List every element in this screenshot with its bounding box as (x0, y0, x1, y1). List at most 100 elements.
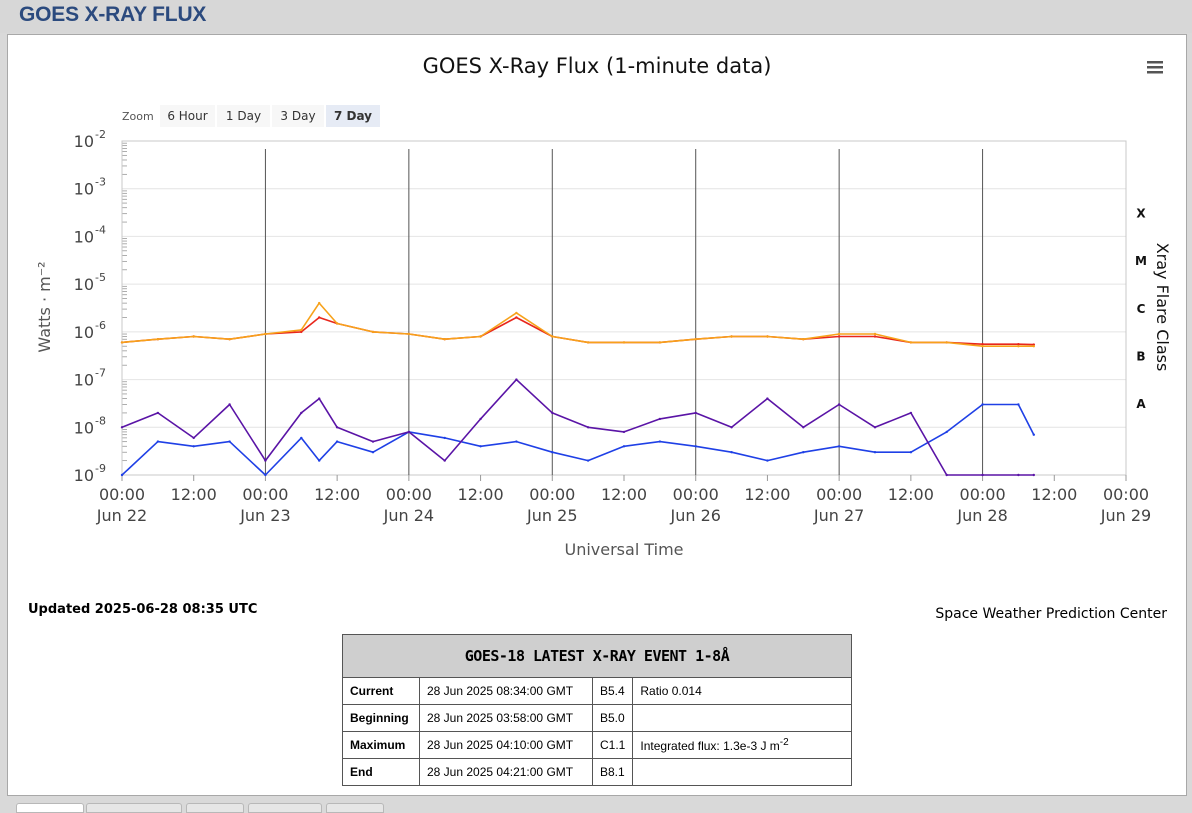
data-point (1017, 403, 1020, 406)
zoom-button-3-day[interactable]: 3 Day (272, 105, 324, 127)
bottom-tab[interactable] (326, 803, 384, 813)
data-point (551, 451, 554, 454)
data-point (264, 332, 267, 336)
data-point (586, 459, 590, 462)
y-tick-label: 10 -4 (74, 223, 106, 246)
data-point (802, 426, 805, 429)
data-point (300, 411, 303, 415)
svg-text:-3: -3 (95, 176, 106, 189)
data-point (945, 430, 948, 434)
bottom-tab[interactable] (16, 803, 84, 813)
data-point (551, 411, 554, 415)
data-point (192, 335, 195, 338)
data-point (802, 451, 805, 454)
data-point (802, 338, 805, 341)
data-point (730, 426, 733, 429)
x-tick-time: 12:00 (888, 485, 934, 504)
y2-axis-label: Xray Flare Class (1153, 243, 1172, 372)
event-row-label: Beginning (342, 704, 420, 732)
x-tick-date: Jun 25 (526, 506, 577, 525)
data-point (873, 426, 877, 429)
svg-text:10: 10 (74, 418, 94, 437)
zoom-button-6-hour[interactable]: 6 Hour (160, 105, 215, 127)
x-tick-time: 12:00 (601, 485, 647, 504)
x-tick-date: Jun 26 (669, 506, 720, 525)
data-point (981, 403, 984, 406)
svg-text:10: 10 (74, 275, 94, 294)
event-class: B5.4 (591, 677, 634, 705)
svg-text:-8: -8 (95, 414, 106, 427)
data-point (837, 335, 841, 338)
data-point (443, 338, 446, 341)
x-tick-time: 12:00 (744, 485, 790, 504)
data-point (120, 473, 124, 477)
zoom-button-label: 6 Hour (167, 109, 207, 123)
flare-class-label: M (1135, 254, 1147, 268)
series-goes-18-short (120, 403, 1036, 477)
data-point (1032, 345, 1036, 348)
bottom-tab[interactable] (86, 803, 182, 813)
svg-text:10: 10 (74, 466, 94, 485)
y-tick-label: 10 -7 (74, 367, 106, 390)
x-tick-date: Jun 23 (239, 506, 290, 525)
zoom-button-7-day[interactable]: 7 Day (326, 105, 380, 127)
y-tick-label: 10 -2 (74, 128, 106, 151)
data-point (318, 301, 321, 305)
data-point (515, 316, 518, 319)
flare-class-label: X (1136, 206, 1146, 220)
data-point (479, 445, 482, 448)
x-tick-time: 00:00 (242, 485, 288, 504)
zoom-button-1-day[interactable]: 1 Day (217, 105, 270, 127)
event-row-current: Current 28 Jun 2025 08:34:00 GMT B5.4 Ratio… (342, 677, 852, 705)
x-tick-date: Jun 22 (96, 506, 147, 525)
y-tick-label: 10 -9 (74, 462, 106, 485)
svg-text:10: 10 (74, 227, 94, 246)
data-point (981, 343, 984, 346)
data-point (694, 445, 697, 448)
data-point (873, 335, 877, 338)
bottom-tab[interactable] (248, 803, 322, 813)
svg-text:10: 10 (74, 371, 94, 390)
data-point (981, 345, 984, 348)
updated-timestamp: Updated 2025-06-28 08:35 UTC (28, 602, 258, 617)
xray-flux-chart: GOES X-Ray Flux (1-minute data) Zoom 6 H… (35, 54, 1172, 559)
event-time: 28 Jun 2025 03:58:00 GMT (419, 704, 593, 732)
chart-title: GOES X-Ray Flux (1-minute data) (423, 54, 772, 78)
x-tick-date: Jun 28 (956, 506, 1007, 525)
credit-text: Space Weather Prediction Center (935, 606, 1167, 622)
data-point (873, 451, 877, 454)
data-point (228, 403, 231, 406)
svg-text:10: 10 (74, 132, 94, 151)
event-row-label: End (342, 758, 420, 786)
hamburger-menu-icon[interactable] (1147, 61, 1163, 74)
bottom-tab[interactable] (186, 803, 244, 813)
data-point (371, 440, 375, 443)
data-point (730, 335, 733, 338)
event-note-superscript: -2 (779, 737, 789, 748)
data-point (837, 445, 841, 448)
event-class: C1.1 (591, 731, 634, 759)
data-point (837, 332, 841, 336)
y-tick-label: 10 -5 (74, 271, 106, 294)
data-point (837, 403, 841, 406)
event-class: B5.0 (591, 704, 634, 732)
data-point (1032, 433, 1036, 436)
x-tick-time: 00:00 (1103, 485, 1149, 504)
data-point (264, 473, 267, 477)
x-tick-time: 12:00 (1031, 485, 1077, 504)
data-point (515, 440, 518, 443)
x-tick-time: 12:00 (314, 485, 360, 504)
data-point (407, 430, 411, 434)
flare-class-label: B (1136, 349, 1145, 363)
x-tick-date: Jun 24 (383, 506, 434, 525)
latest-event-table: GOES-18 LATEST X-RAY EVENT 1-8Å Current 2… (342, 634, 852, 786)
event-class: B8.1 (591, 758, 634, 786)
data-point (443, 459, 446, 462)
data-point (694, 411, 697, 415)
data-point (264, 459, 267, 462)
svg-text:10: 10 (74, 180, 94, 199)
event-note (632, 704, 852, 732)
data-point (981, 473, 984, 477)
data-point (873, 332, 877, 336)
y-tick-label: 10 -3 (74, 176, 106, 199)
